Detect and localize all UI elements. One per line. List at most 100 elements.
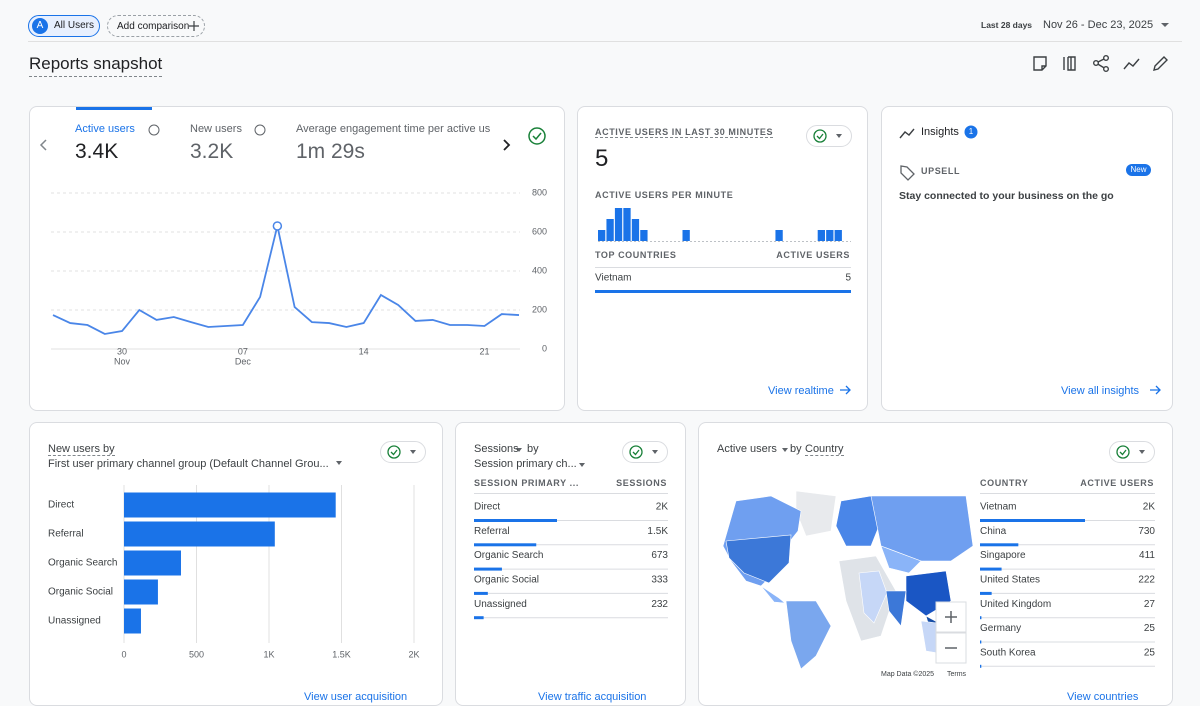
edit-icon[interactable] — [1153, 56, 1168, 71]
status-button[interactable] — [622, 441, 668, 463]
overview-card: 0 200 400 600 800 30 Nov 07 Dec 14 21 Active users… — [29, 106, 565, 411]
tab-label[interactable]: Average engagement time per active us — [296, 123, 491, 135]
bar — [623, 208, 631, 241]
map-terms[interactable]: Terms — [947, 671, 967, 678]
tab-label[interactable]: Active users — [75, 123, 135, 135]
by-label: by — [527, 443, 539, 455]
realtime-chart: Vietnam 5 — [595, 208, 851, 395]
date-dropdown[interactable] — [1161, 23, 1169, 28]
zoom-controls[interactable] — [935, 601, 967, 664]
row-bar — [980, 640, 982, 644]
y-tick-label: 200 — [532, 304, 547, 314]
page-title: Reports snapshot — [29, 54, 163, 77]
row-label: United States — [980, 575, 1040, 586]
next-arrow[interactable] — [503, 139, 511, 151]
view-traffic-link[interactable]: View traffic acquisition — [538, 691, 647, 703]
category-label: Organic Search — [48, 558, 117, 569]
insight-text[interactable]: Stay connected to your business on the g… — [899, 190, 1114, 202]
bar — [614, 208, 623, 241]
insights-title: Insights — [921, 126, 959, 138]
row-label: Organic Social — [474, 575, 539, 586]
view-realtime-link[interactable]: View realtime — [768, 385, 834, 397]
row-bar — [980, 591, 992, 595]
row-bar — [980, 664, 982, 668]
y-tick-label: 0 — [542, 343, 547, 353]
row-bar — [980, 519, 1085, 522]
view-acquisition-link[interactable]: View user acquisition — [304, 691, 408, 703]
row-value: 2K — [656, 502, 669, 513]
link-arrow[interactable] — [1150, 385, 1161, 395]
plus-icon — [189, 21, 199, 31]
view-countries-link[interactable]: View countries — [1067, 691, 1139, 703]
tab-value: 3.2K — [190, 140, 234, 163]
row-value: 673 — [651, 550, 668, 561]
insights-icons — [899, 125, 1161, 395]
row-label: China — [980, 526, 1007, 537]
row-label: Singapore — [980, 550, 1026, 561]
prev-arrow[interactable] — [39, 139, 47, 151]
status-icon[interactable] — [528, 127, 546, 145]
tab-value: 1m 29s — [296, 140, 365, 163]
card-title: New users by — [48, 443, 115, 456]
tab-label[interactable]: New users — [190, 123, 242, 135]
bar — [124, 579, 158, 605]
world-map[interactable] — [722, 490, 974, 670]
dimension-label: Country — [805, 443, 844, 456]
status-button[interactable] — [806, 125, 852, 147]
header-divider — [28, 41, 1182, 42]
dimension-selector[interactable]: Session primary ch... — [474, 458, 577, 470]
help-icon[interactable] — [254, 124, 266, 136]
dimension-selector[interactable]: First user primary channel group (Defaul… — [48, 458, 329, 470]
x-tick-label: 500 — [189, 649, 204, 659]
segment-chip[interactable]: A All Users — [28, 15, 100, 37]
help-icon[interactable] — [148, 124, 160, 136]
bar — [606, 219, 614, 241]
row-bar — [595, 290, 851, 293]
bar — [775, 230, 783, 241]
row-bar — [474, 616, 484, 620]
bar — [682, 230, 690, 241]
row-value: 730 — [1138, 526, 1155, 537]
segment-badge: A — [32, 18, 48, 34]
x-tick-label: 14 — [359, 346, 369, 356]
segment-label: All Users — [54, 20, 95, 31]
x-tick-sublabel: Nov — [114, 356, 131, 366]
chart-title: ACTIVE USERS PER MINUTE — [595, 190, 734, 200]
date-label: Last 28 days — [981, 20, 1033, 30]
metric-selector[interactable]: Sessions — [474, 443, 519, 455]
date-range[interactable]: Nov 26 - Dec 23, 2025 — [1043, 19, 1154, 31]
row-label: Unassigned — [474, 599, 527, 610]
row-label: Organic Search — [474, 550, 543, 561]
new-users-card: 0 500 1K 1.5K 2K Direct Referral Organic Search… — [29, 422, 443, 706]
row-value: 232 — [651, 599, 668, 610]
row-label: Direct — [474, 502, 500, 513]
row-label: Referral — [474, 526, 510, 537]
row-value: 25 — [1144, 623, 1156, 634]
row-value: 25 — [1144, 647, 1156, 658]
column-header: ACTIVE USERS — [776, 250, 850, 260]
add-comparison[interactable]: Add comparison — [107, 15, 205, 37]
compare-icon[interactable] — [1063, 56, 1076, 71]
metric-selector[interactable]: Active users — [717, 443, 777, 455]
row-value: 2K — [1143, 502, 1156, 513]
row-bar — [474, 543, 537, 547]
link-arrow[interactable] — [840, 385, 851, 395]
add-comparison-label: Add comparison — [117, 21, 190, 32]
x-tick-label: 30 — [117, 346, 127, 356]
view-insights-link[interactable]: View all insights — [1061, 385, 1140, 397]
status-button[interactable] — [1109, 441, 1155, 463]
note-icon[interactable] — [1033, 56, 1047, 71]
bar — [598, 230, 606, 241]
by-label: by — [790, 443, 802, 455]
bar — [640, 230, 648, 241]
row-bar — [980, 543, 1019, 547]
bar — [631, 219, 640, 241]
y-tick-label: 400 — [532, 265, 547, 275]
row-label: Vietnam — [595, 273, 632, 284]
insights-icon[interactable] — [1123, 58, 1140, 70]
status-button[interactable] — [380, 441, 426, 463]
row-value: 5 — [845, 273, 851, 284]
x-tick-label: 1.5K — [332, 649, 351, 659]
x-tick-label: 07 — [238, 346, 248, 356]
